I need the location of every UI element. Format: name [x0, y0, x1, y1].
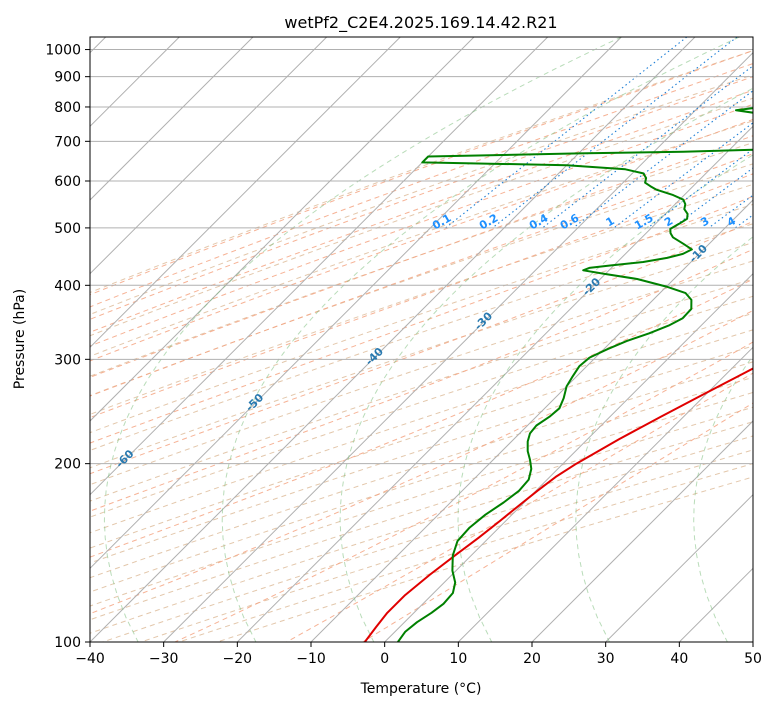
reference-curve [575, 236, 753, 642]
y-tick-label: 800 [54, 100, 81, 116]
y-tick-label: 600 [54, 174, 81, 190]
reference-curve [693, 354, 753, 642]
moist-adiabat [90, 309, 753, 615]
x-tick-label: 0 [380, 651, 389, 667]
reference-curve [339, 87, 753, 642]
y-axis: 100 200 300 400 500 600 700 800 900 1000 [45, 43, 90, 651]
mixing-ratio-line [492, 37, 738, 229]
y-tick-label: 700 [54, 134, 81, 150]
dry-adiabat [90, 329, 753, 549]
moist-adiabat [90, 220, 753, 475]
isotherm [90, 37, 622, 570]
dry-adiabat [90, 50, 753, 294]
isotherm [90, 37, 475, 422]
moist-adiabat [90, 76, 753, 320]
temperature-profile [364, 367, 753, 642]
isotherm [310, 199, 753, 642]
dewpoint-profile [397, 107, 753, 642]
mixing-ratio-line [647, 148, 753, 229]
y-tick-label: 200 [54, 457, 81, 473]
x-axis: −40 −30 −20 −10 0 10 20 30 40 50 [75, 642, 762, 667]
y-tick-label: 1000 [45, 43, 81, 59]
moist-adiabat [90, 89, 753, 333]
dry-adiabat [90, 183, 753, 415]
x-tick-label: 10 [449, 651, 467, 667]
dry-adiabat [90, 376, 753, 593]
isotherm [531, 420, 753, 642]
x-tick-label: 50 [744, 651, 762, 667]
x-tick-label: 30 [597, 651, 615, 667]
isotherm [236, 125, 753, 642]
isotherm [384, 272, 753, 642]
moist-adiabat [90, 278, 753, 558]
x-tick-label: −40 [75, 651, 105, 667]
pressure-gridlines [90, 49, 753, 642]
x-tick-label: 20 [523, 651, 541, 667]
isotherm [90, 37, 549, 496]
mixing-ratio-line [445, 37, 688, 229]
moist-adiabat [90, 195, 753, 444]
y-tick-label: 500 [54, 221, 81, 237]
x-axis-title: Temperature (°C) [360, 681, 482, 697]
dry-adiabat [90, 203, 753, 434]
x-tick-label: −10 [296, 651, 326, 667]
reference-curve [221, 37, 740, 642]
y-tick-label: 900 [54, 70, 81, 86]
plot-frame [89, 36, 754, 643]
isotherm [605, 493, 753, 642]
moist-adiabat [90, 153, 753, 397]
mixing-ratio-line [672, 167, 753, 229]
dry-adiabat [90, 345, 753, 564]
y-tick-label: 300 [54, 352, 81, 368]
y-tick-label: 100 [54, 635, 81, 651]
background-lines [90, 37, 753, 642]
moist-adiabat [90, 50, 753, 296]
y-axis-title: Pressure (hPa) [12, 289, 28, 389]
x-tick-label: −30 [149, 651, 179, 667]
x-tick-label: −20 [223, 651, 253, 667]
dry-adiabat [90, 74, 753, 316]
moist-adiabat [90, 63, 753, 308]
isotherm [90, 37, 328, 275]
dry-adiabat [90, 242, 753, 469]
reference-curve [103, 37, 622, 642]
isotherm [90, 37, 696, 642]
moist-adiabat [90, 118, 753, 362]
reference-curve [457, 154, 753, 642]
isotherm [90, 37, 254, 201]
mixing-ratio-line [572, 90, 753, 229]
sounding-profiles [364, 107, 753, 642]
isotherm [163, 51, 753, 642]
dry-adiabat [90, 391, 753, 607]
chart-title: wetPf2_C2E4.2025.169.14.42.R21 [284, 13, 557, 33]
isotherm [457, 346, 753, 642]
y-tick-label: 400 [54, 278, 81, 294]
x-tick-label: 40 [670, 651, 688, 667]
plot-background [90, 37, 753, 642]
dry-adiabat [90, 97, 753, 337]
dry-adiabat [90, 295, 753, 518]
isotherm [90, 37, 401, 349]
moist-adiabat [90, 173, 753, 419]
